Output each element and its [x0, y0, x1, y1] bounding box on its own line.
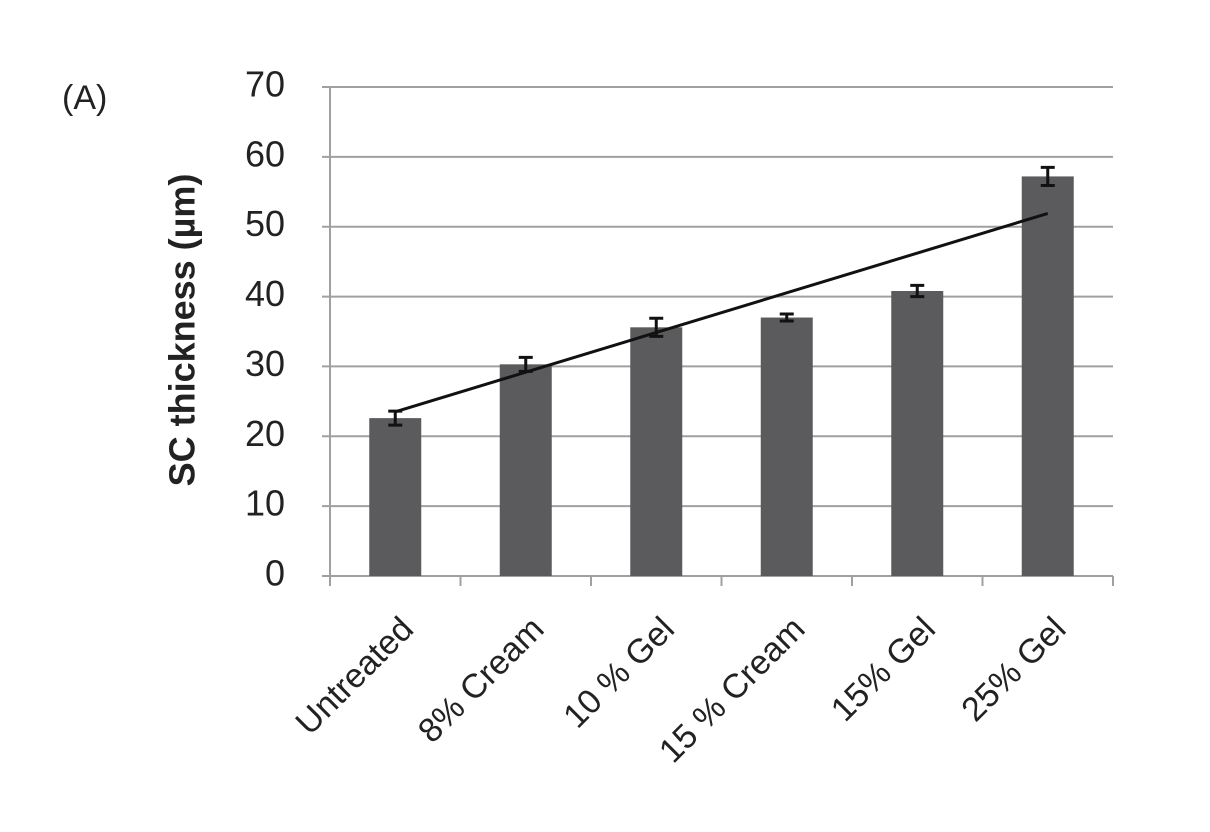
- bar: [760, 317, 813, 576]
- bar: [630, 327, 683, 576]
- y-tick-label: 30: [245, 343, 285, 384]
- error-bar: [1040, 165, 1055, 187]
- bar: [369, 418, 422, 576]
- y-axis-label: SC thickness (µm): [162, 174, 203, 487]
- trendline: [394, 212, 1049, 414]
- y-tick-label: 40: [245, 273, 285, 314]
- y-tick-label: 10: [245, 483, 285, 524]
- error-bar: [779, 312, 794, 323]
- error-bar: [910, 283, 925, 299]
- bar: [1021, 176, 1074, 576]
- y-tick-label: 20: [245, 413, 285, 454]
- x-tick-label: 25% Gel: [954, 610, 1073, 729]
- x-tick-label: 15% Gel: [824, 610, 943, 729]
- x-tick-label: Untreated: [288, 610, 420, 742]
- y-tick-label: 50: [245, 203, 285, 244]
- y-tick-label: 70: [245, 64, 285, 105]
- y-tick-label: 0: [265, 553, 285, 594]
- panel-label: (A): [62, 79, 107, 117]
- bar: [891, 290, 944, 576]
- bar: [499, 364, 552, 576]
- x-tick-label: 8% Cream: [411, 610, 551, 750]
- y-tick-label: 60: [245, 133, 285, 174]
- x-tick-label: 10 % Gel: [556, 610, 682, 736]
